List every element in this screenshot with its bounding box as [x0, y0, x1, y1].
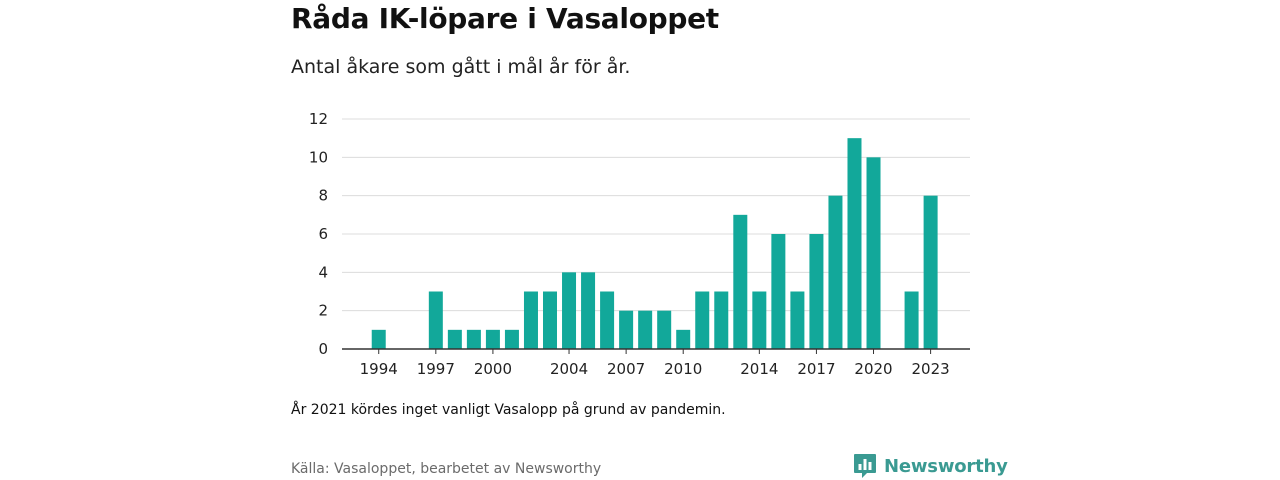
bar — [904, 291, 919, 349]
bar — [752, 291, 767, 349]
x-tick-label: 1997 — [417, 360, 455, 378]
y-tick-label: 10 — [309, 148, 328, 166]
bar — [447, 329, 462, 349]
bar — [657, 310, 672, 349]
chart-note: År 2021 kördes inget vanligt Vasalopp på… — [291, 402, 726, 418]
bar — [619, 310, 634, 349]
y-tick-label: 6 — [318, 225, 328, 243]
bar — [847, 138, 862, 349]
newsworthy-logo-icon — [854, 454, 876, 478]
bar — [733, 214, 748, 349]
bar — [466, 329, 481, 349]
axes: 0 2 4 6 8 10 12 1994 1997 2000 2004 2007 2010 2014 201… — [309, 110, 970, 378]
bar — [504, 329, 519, 349]
bar — [523, 291, 538, 349]
bar — [581, 272, 596, 349]
x-tick-label: 2004 — [550, 360, 588, 378]
y-tick-label: 12 — [309, 110, 328, 128]
bar — [371, 329, 386, 349]
bar — [923, 195, 938, 349]
chart-subtitle: Antal åkare som gått i mål år för år. — [291, 56, 631, 78]
bars — [371, 138, 938, 349]
brand-name: Newsworthy — [884, 455, 1008, 477]
x-tick-label: 2000 — [474, 360, 512, 378]
x-tick-label: 2020 — [854, 360, 892, 378]
x-tick-label: 2017 — [797, 360, 835, 378]
bar — [809, 234, 824, 349]
bar — [714, 291, 729, 349]
bar — [485, 329, 500, 349]
x-tick-label: 2010 — [664, 360, 702, 378]
bar — [676, 329, 691, 349]
bar — [543, 291, 558, 349]
grid-lines — [342, 118, 970, 312]
bar — [828, 195, 843, 349]
y-tick-label: 0 — [318, 340, 328, 358]
bar — [600, 291, 615, 349]
bar — [562, 272, 577, 349]
bar — [638, 310, 653, 349]
y-tick-label: 8 — [318, 187, 328, 205]
y-tick-label: 4 — [318, 263, 328, 281]
bar — [771, 234, 786, 349]
bar — [866, 157, 881, 349]
y-tick-label: 2 — [318, 302, 328, 320]
bar — [790, 291, 805, 349]
x-tick-label: 1994 — [360, 360, 398, 378]
source-text: Källa: Vasaloppet, bearbetet av Newswort… — [291, 461, 602, 477]
bar — [428, 291, 443, 349]
newsworthy-logo[interactable]: Newsworthy — [853, 453, 1008, 479]
bar-chart: 0 2 4 6 8 10 12 1994 1997 2000 2004 2007 2010 2014 201… — [309, 110, 970, 378]
chart-title: Råda IK-löpare i Vasaloppet — [291, 2, 719, 35]
x-tick-label: 2023 — [912, 360, 950, 378]
x-tick-label: 2007 — [607, 360, 645, 378]
x-tick-label: 2014 — [740, 360, 778, 378]
bar — [695, 291, 710, 349]
